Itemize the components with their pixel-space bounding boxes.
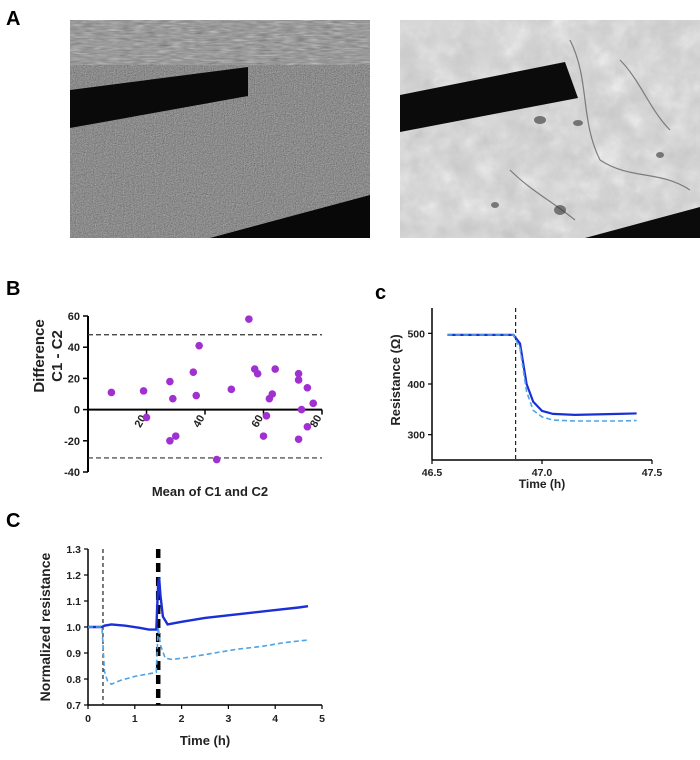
b-data-point: [166, 377, 174, 386]
c1-x-tick-label: 47.5: [642, 467, 663, 479]
left-micrograph: [70, 20, 370, 238]
b-data-point: [253, 369, 262, 378]
c2-x-tick-label: 3: [225, 713, 231, 725]
b-data-point: [189, 368, 198, 376]
b-data-point: [142, 413, 151, 422]
b-ylabel-line1: Difference: [31, 319, 48, 392]
c2-x-tick-label: 4: [272, 713, 278, 725]
b-y-tick-label: -20: [64, 436, 80, 448]
b-data-point: [262, 412, 271, 420]
c1-y-tick-label: 400: [407, 379, 425, 391]
normalized-resistance-chart: Normalized resistance Time (h) 0.7 0.8 0.9…: [37, 544, 325, 748]
b-data-point: [259, 432, 268, 440]
c2-ylabel: Normalized resistance: [37, 552, 53, 701]
c2-y-tick-label: 0.7: [66, 700, 81, 712]
b-data-point: [303, 422, 312, 431]
b-data-point: [268, 390, 277, 398]
c1-ylabel: Resistance (Ω): [388, 334, 403, 425]
c2-y-tick-label: 1.3: [66, 544, 81, 556]
c2-series-solid: [88, 577, 309, 631]
b-data-point: [171, 432, 180, 440]
b-y-tick-label: -40: [64, 467, 80, 479]
b-data-point: [303, 383, 312, 392]
b-data-point: [245, 315, 253, 323]
c2-x-tick-label: 0: [85, 713, 91, 725]
b-ylabel-line2: C1 - C2: [49, 330, 66, 382]
b-data-point: [227, 385, 236, 394]
bland-altman-chart: Difference C1 - C2 Mean of C1 and C2 -40…: [31, 311, 325, 499]
panel-label-c-small: c: [375, 282, 387, 304]
c2-x-tick-label: 1: [132, 713, 138, 725]
c2-y-tick-label: 1.0: [66, 622, 81, 634]
c1-x-tick-label: 47.0: [532, 467, 553, 479]
b-data-point: [169, 394, 177, 403]
b-y-tick-label: 40: [68, 342, 80, 354]
c2-x-tick-label: 5: [319, 713, 325, 725]
right-micrograph: [400, 20, 700, 238]
c2-y-tick-label: 1.1: [66, 596, 81, 608]
c1-x-tick-label: 46.5: [422, 467, 443, 479]
b-xlabel: Mean of C1 and C2: [152, 484, 268, 499]
b-data-point: [294, 369, 303, 378]
b-data-point: [309, 399, 318, 408]
b-data-point: [139, 387, 148, 395]
b-data-point: [297, 405, 306, 414]
b-x-tick-label: 80: [308, 413, 325, 430]
b-x-tick-label: 40: [191, 413, 208, 430]
panel-label-a: A: [6, 8, 21, 30]
b-y-tick-label: 0: [74, 405, 80, 417]
b-data-point: [294, 376, 303, 384]
panel-label-b: B: [6, 278, 21, 300]
b-data-point: [212, 455, 221, 464]
panel-label-c-big: C: [6, 510, 21, 532]
c2-y-tick-label: 1.2: [66, 570, 81, 582]
b-data-point: [294, 435, 303, 444]
c1-xlabel: Time (h): [519, 477, 565, 491]
c1-series-solid: [447, 333, 637, 417]
c2-series-dashed: [88, 626, 309, 686]
b-data-point: [271, 365, 280, 373]
b-data-point: [107, 388, 116, 397]
c2-y-tick-label: 0.9: [66, 648, 81, 660]
c2-y-tick-label: 0.8: [66, 674, 81, 686]
b-data-point: [195, 341, 203, 350]
c2-x-tick-label: 2: [179, 713, 185, 725]
b-y-tick-label: 20: [68, 373, 80, 385]
c1-y-tick-label: 500: [407, 328, 425, 340]
b-y-tick-label: 60: [68, 311, 80, 323]
b-data-point: [166, 437, 174, 445]
c1-series-dashed: [447, 334, 637, 422]
resistance-chart: Resistance (Ω) Time (h) 300 400 500 46.5 47.…: [388, 308, 663, 491]
b-data-point: [192, 391, 201, 400]
c1-y-tick-label: 300: [407, 430, 425, 442]
c2-xlabel: Time (h): [180, 733, 230, 748]
b-x-tick-label: 60: [250, 413, 267, 430]
